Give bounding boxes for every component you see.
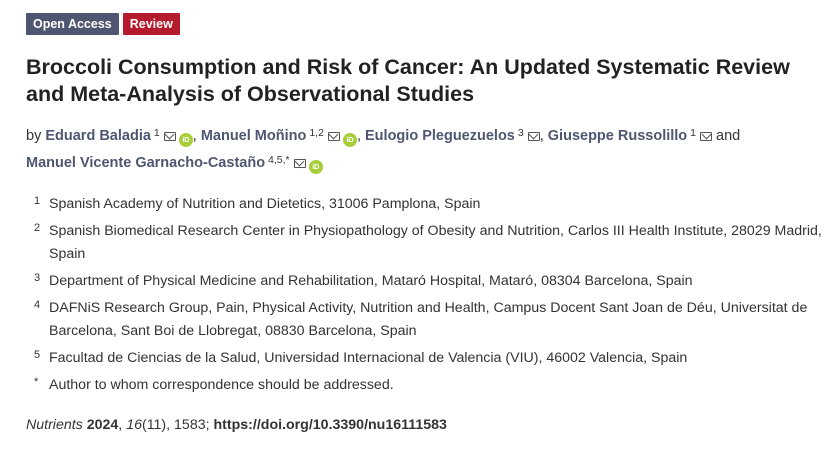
affiliation-number: 5 xyxy=(34,349,41,361)
mail-icon[interactable] xyxy=(327,132,340,141)
affiliation-item: 3 Department of Physical Medicine and Re… xyxy=(26,270,826,293)
article-title: Broccoli Consumption and Risk of Cancer:… xyxy=(26,55,790,106)
affiliation-number: 2 xyxy=(34,222,41,234)
mail-icon[interactable] xyxy=(527,132,540,141)
citation-line: Nutrients 2024, 16(11), 1583; https://do… xyxy=(26,417,447,433)
article-header: Open Access Review Broccoli Consumption … xyxy=(26,13,826,433)
affiliation-list: 1 Spanish Academy of Nutrition and Diete… xyxy=(26,193,826,397)
by-label: by xyxy=(26,128,42,144)
affiliation-number: 4 xyxy=(34,299,41,311)
affiliation-text: Author to whom correspondence should be … xyxy=(49,377,394,393)
affiliation-text: DAFNiS Research Group, Pain, Physical Ac… xyxy=(49,300,808,339)
orcid-icon[interactable]: iD xyxy=(178,133,193,147)
doi-link[interactable]: https://doi.org/10.3390/nu16111583 xyxy=(213,417,447,433)
affiliation-number: * xyxy=(34,376,39,388)
badge-row: Open Access Review xyxy=(26,13,826,35)
mail-icon[interactable] xyxy=(700,132,713,141)
author-list: by Eduard Baladia 1iD, Manuel Moñino 1,2iD… xyxy=(26,121,826,175)
author-link-pleguezuelos[interactable]: Eulogio Pleguezuelos xyxy=(365,128,515,144)
author-link-baladia[interactable]: Eduard Baladia xyxy=(45,128,151,144)
citation-pages: 1583 xyxy=(174,417,206,433)
review-badge[interactable]: Review xyxy=(122,13,180,35)
and-label: and xyxy=(716,128,741,144)
affiliation-item: 2 Spanish Biomedical Research Center in … xyxy=(26,220,826,266)
affiliation-item: * Author to whom correspondence should b… xyxy=(26,374,826,397)
affiliation-text: Facultad de Ciencias de la Salud, Univer… xyxy=(49,350,688,366)
orcid-icon[interactable]: iD xyxy=(308,160,323,174)
author-link-monino[interactable]: Manuel Moñino xyxy=(200,128,307,144)
affiliation-number: 3 xyxy=(34,272,41,284)
citation-issue: (11) xyxy=(141,417,167,433)
author-affiliation-sup: 1 xyxy=(690,127,697,139)
affiliation-text: Spanish Academy of Nutrition and Dieteti… xyxy=(49,196,481,212)
author-affiliation-sup: 1,2 xyxy=(309,127,324,139)
affiliation-item: 5 Facultad de Ciencias de la Salud, Univ… xyxy=(26,347,826,370)
orcid-icon[interactable]: iD xyxy=(342,133,357,147)
affiliation-text: Spanish Biomedical Research Center in Ph… xyxy=(49,223,822,262)
affiliation-item: 1 Spanish Academy of Nutrition and Diete… xyxy=(26,193,826,216)
author-link-russolillo[interactable]: Giuseppe Russolillo xyxy=(547,128,688,144)
citation-volume: 16 xyxy=(126,417,142,433)
author-link-garnacho-castano[interactable]: Manuel Vicente Garnacho-Castaño xyxy=(26,155,266,171)
mail-icon[interactable] xyxy=(163,132,176,141)
author-affiliation-sup: 4,5,* xyxy=(268,154,290,166)
author-affiliation-sup: 3 xyxy=(517,127,524,139)
mail-icon[interactable] xyxy=(293,159,306,168)
affiliation-number: 1 xyxy=(34,195,41,207)
author-affiliation-sup: 1 xyxy=(153,127,160,139)
citation-journal: Nutrients xyxy=(26,417,83,433)
open-access-badge[interactable]: Open Access xyxy=(26,13,119,35)
affiliation-text: Department of Physical Medicine and Reha… xyxy=(49,273,693,289)
citation-year: 2024 xyxy=(86,417,119,433)
affiliation-item: 4 DAFNiS Research Group, Pain, Physical … xyxy=(26,297,826,343)
